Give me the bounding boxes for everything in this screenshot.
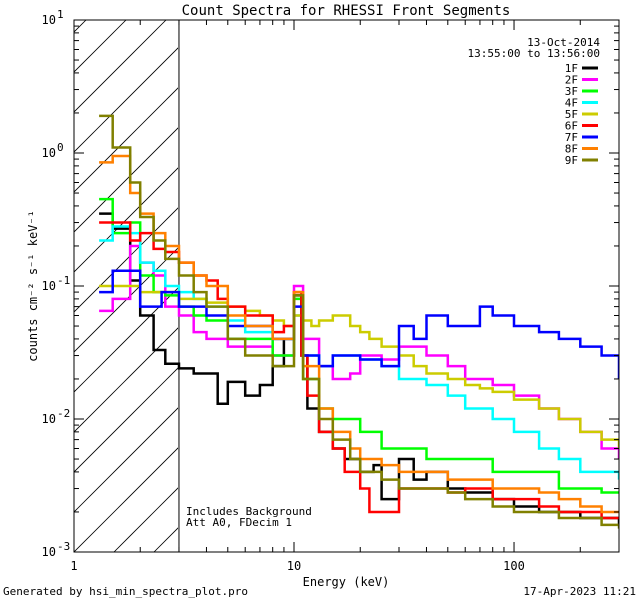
hatch-line: [74, 367, 178, 473]
hatch-line: [74, 287, 178, 393]
legend-label-8f: 8F: [565, 143, 578, 156]
observation-time-range: 13:55:00 to 13:56:00: [468, 47, 600, 60]
hatched-region: [74, 20, 178, 552]
hatch-line: [74, 407, 178, 513]
y-tick-exponent: -2: [57, 407, 70, 420]
timestamp: 17-Apr-2023 11:21: [523, 585, 636, 598]
y-tick-exponent: -3: [57, 540, 70, 553]
y-tick-label: 10: [42, 13, 56, 27]
hatch-line: [74, 87, 178, 193]
legend-label-2f: 2F: [565, 74, 578, 87]
legend-label-1f: 1F: [565, 62, 578, 75]
series-line-8f: [99, 154, 619, 514]
y-tick-label: 10: [42, 146, 56, 160]
legend-label-4f: 4F: [565, 97, 578, 110]
series-group: [99, 114, 619, 529]
hatch-line: [74, 47, 178, 153]
legend-label-9f: 9F: [565, 154, 578, 167]
hatch-line: [74, 167, 178, 273]
series-line-9f: [99, 114, 619, 529]
y-axis-label: counts cm⁻² s⁻¹ keV⁻¹: [26, 210, 40, 362]
observation-date: 13-Oct-2014: [527, 36, 600, 49]
series-line-7f: [99, 269, 619, 379]
legend-label-3f: 3F: [565, 85, 578, 98]
y-tick-exponent: -1: [57, 274, 70, 287]
x-tick-label: 100: [503, 559, 525, 573]
y-tick-exponent: 0: [57, 141, 64, 154]
y-tick-label: 10: [42, 279, 56, 293]
chart-title: Count Spectra for RHESSI Front Segments: [182, 3, 511, 19]
generated-by: Generated by hsi_min_spectra_plot.pro: [3, 585, 248, 598]
y-tick-label: 10: [42, 545, 56, 559]
x-tick-label: 1: [70, 559, 77, 573]
x-tick-label: 10: [287, 559, 301, 573]
hatch-line: [74, 447, 178, 552]
series-line-1f: [99, 212, 619, 525]
hatch-line: [74, 20, 167, 113]
legend-label-7f: 7F: [565, 131, 578, 144]
note-attenuator: Att A0, FDecim 1: [186, 516, 292, 529]
x-axis-ticks: 1 10 100: [70, 20, 620, 573]
series-line-5f: [99, 284, 619, 449]
legend-label-6f: 6F: [565, 120, 578, 133]
legend-label-5f: 5F: [565, 108, 578, 121]
y-tick-label: 10: [42, 412, 56, 426]
x-axis-label: Energy (keV): [303, 575, 390, 589]
note-background: Includes Background: [186, 505, 312, 518]
series-line-4f: [99, 225, 619, 480]
y-tick-exponent: 1: [57, 8, 64, 21]
